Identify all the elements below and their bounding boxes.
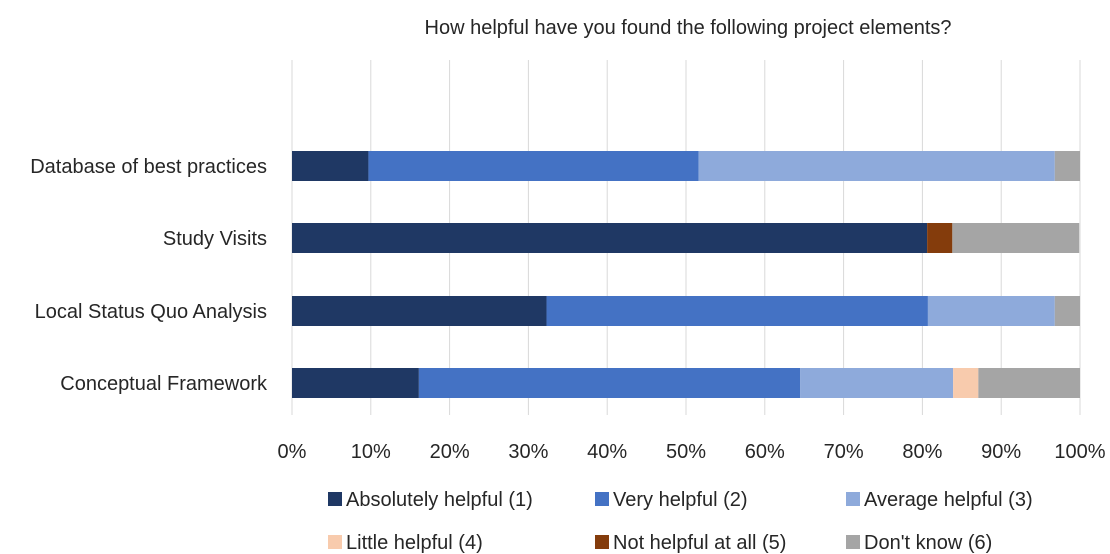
bar-segment xyxy=(292,223,928,253)
x-tick-label: 40% xyxy=(587,441,627,463)
bar-segment xyxy=(292,368,419,398)
legend-swatch xyxy=(595,492,609,506)
x-tick-label: 80% xyxy=(902,441,942,463)
legend-label: Not helpful at all (5) xyxy=(613,532,786,554)
bar-segment xyxy=(292,296,547,326)
category-label: Database of best practices xyxy=(30,156,267,178)
x-tick-label: 30% xyxy=(508,441,548,463)
legend-swatch xyxy=(328,535,342,549)
bar-segment xyxy=(953,368,979,398)
bar-segment xyxy=(418,368,801,398)
bar-segment xyxy=(952,223,1080,253)
bar-segment xyxy=(978,368,1080,398)
chart-title: How helpful have you found the following… xyxy=(425,17,952,39)
x-tick-label: 100% xyxy=(1054,441,1105,463)
legend-swatch xyxy=(846,535,860,549)
bar-segment xyxy=(800,368,954,398)
x-tick-label: 90% xyxy=(981,441,1021,463)
legend-label: Absolutely helpful (1) xyxy=(346,489,533,511)
legend-label: Average helpful (3) xyxy=(864,489,1033,511)
bar-segment xyxy=(927,296,1055,326)
legend-label: Don't know (6) xyxy=(864,532,992,554)
category-label: Conceptual Framework xyxy=(60,373,268,395)
x-tick-label: 50% xyxy=(666,441,706,463)
category-labels: Database of best practices Study Visits Lo… xyxy=(30,156,268,395)
bar-segment xyxy=(546,296,928,326)
x-tick-label: 0% xyxy=(278,441,307,463)
x-tick-label: 70% xyxy=(824,441,864,463)
x-tick-label: 20% xyxy=(430,441,470,463)
legend-label: Very helpful (2) xyxy=(613,489,748,511)
x-tick-label: 10% xyxy=(351,441,391,463)
bar-segment xyxy=(1054,151,1080,181)
category-label: Study Visits xyxy=(163,228,267,250)
x-tick-labels: 0% 10% 20% 30% 40% 50% 60% 70% 80% 90% 100% xyxy=(278,441,1106,463)
bar-segment xyxy=(1054,296,1080,326)
bars xyxy=(292,151,1080,398)
category-label: Local Status Quo Analysis xyxy=(35,301,267,323)
legend-label: Little helpful (4) xyxy=(346,532,483,554)
x-tick-label: 60% xyxy=(745,441,785,463)
bar-segment xyxy=(927,223,953,253)
bar-segment xyxy=(368,151,699,181)
legend-swatch xyxy=(846,492,860,506)
legend: Absolutely helpful (1) Very helpful (2) Av… xyxy=(328,489,1033,554)
bar-segment xyxy=(698,151,1055,181)
legend-swatch xyxy=(328,492,342,506)
bar-segment xyxy=(292,151,369,181)
legend-swatch xyxy=(595,535,609,549)
